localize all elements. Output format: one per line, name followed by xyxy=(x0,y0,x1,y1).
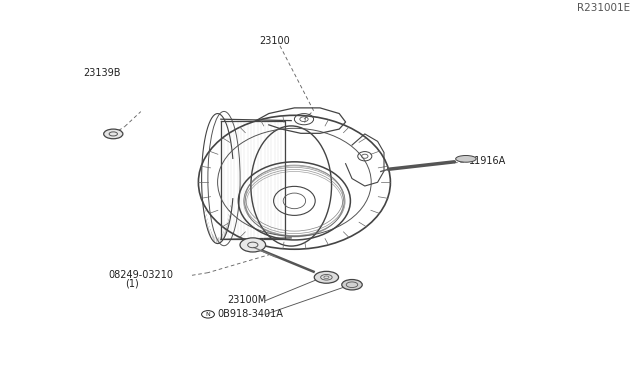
Ellipse shape xyxy=(456,155,476,162)
Text: 08249-03210: 08249-03210 xyxy=(109,270,174,280)
Text: (1): (1) xyxy=(125,279,139,288)
Text: 23100M: 23100M xyxy=(227,295,266,305)
Text: 11916A: 11916A xyxy=(468,156,506,166)
Text: N: N xyxy=(205,312,211,317)
Ellipse shape xyxy=(314,271,339,283)
Text: 0B918-3401A: 0B918-3401A xyxy=(218,310,284,319)
Ellipse shape xyxy=(104,129,123,139)
Ellipse shape xyxy=(342,279,362,290)
Ellipse shape xyxy=(240,238,266,252)
Text: 23139B: 23139B xyxy=(83,68,121,77)
Text: 23100: 23100 xyxy=(259,36,290,46)
Text: R231001E: R231001E xyxy=(577,3,630,13)
